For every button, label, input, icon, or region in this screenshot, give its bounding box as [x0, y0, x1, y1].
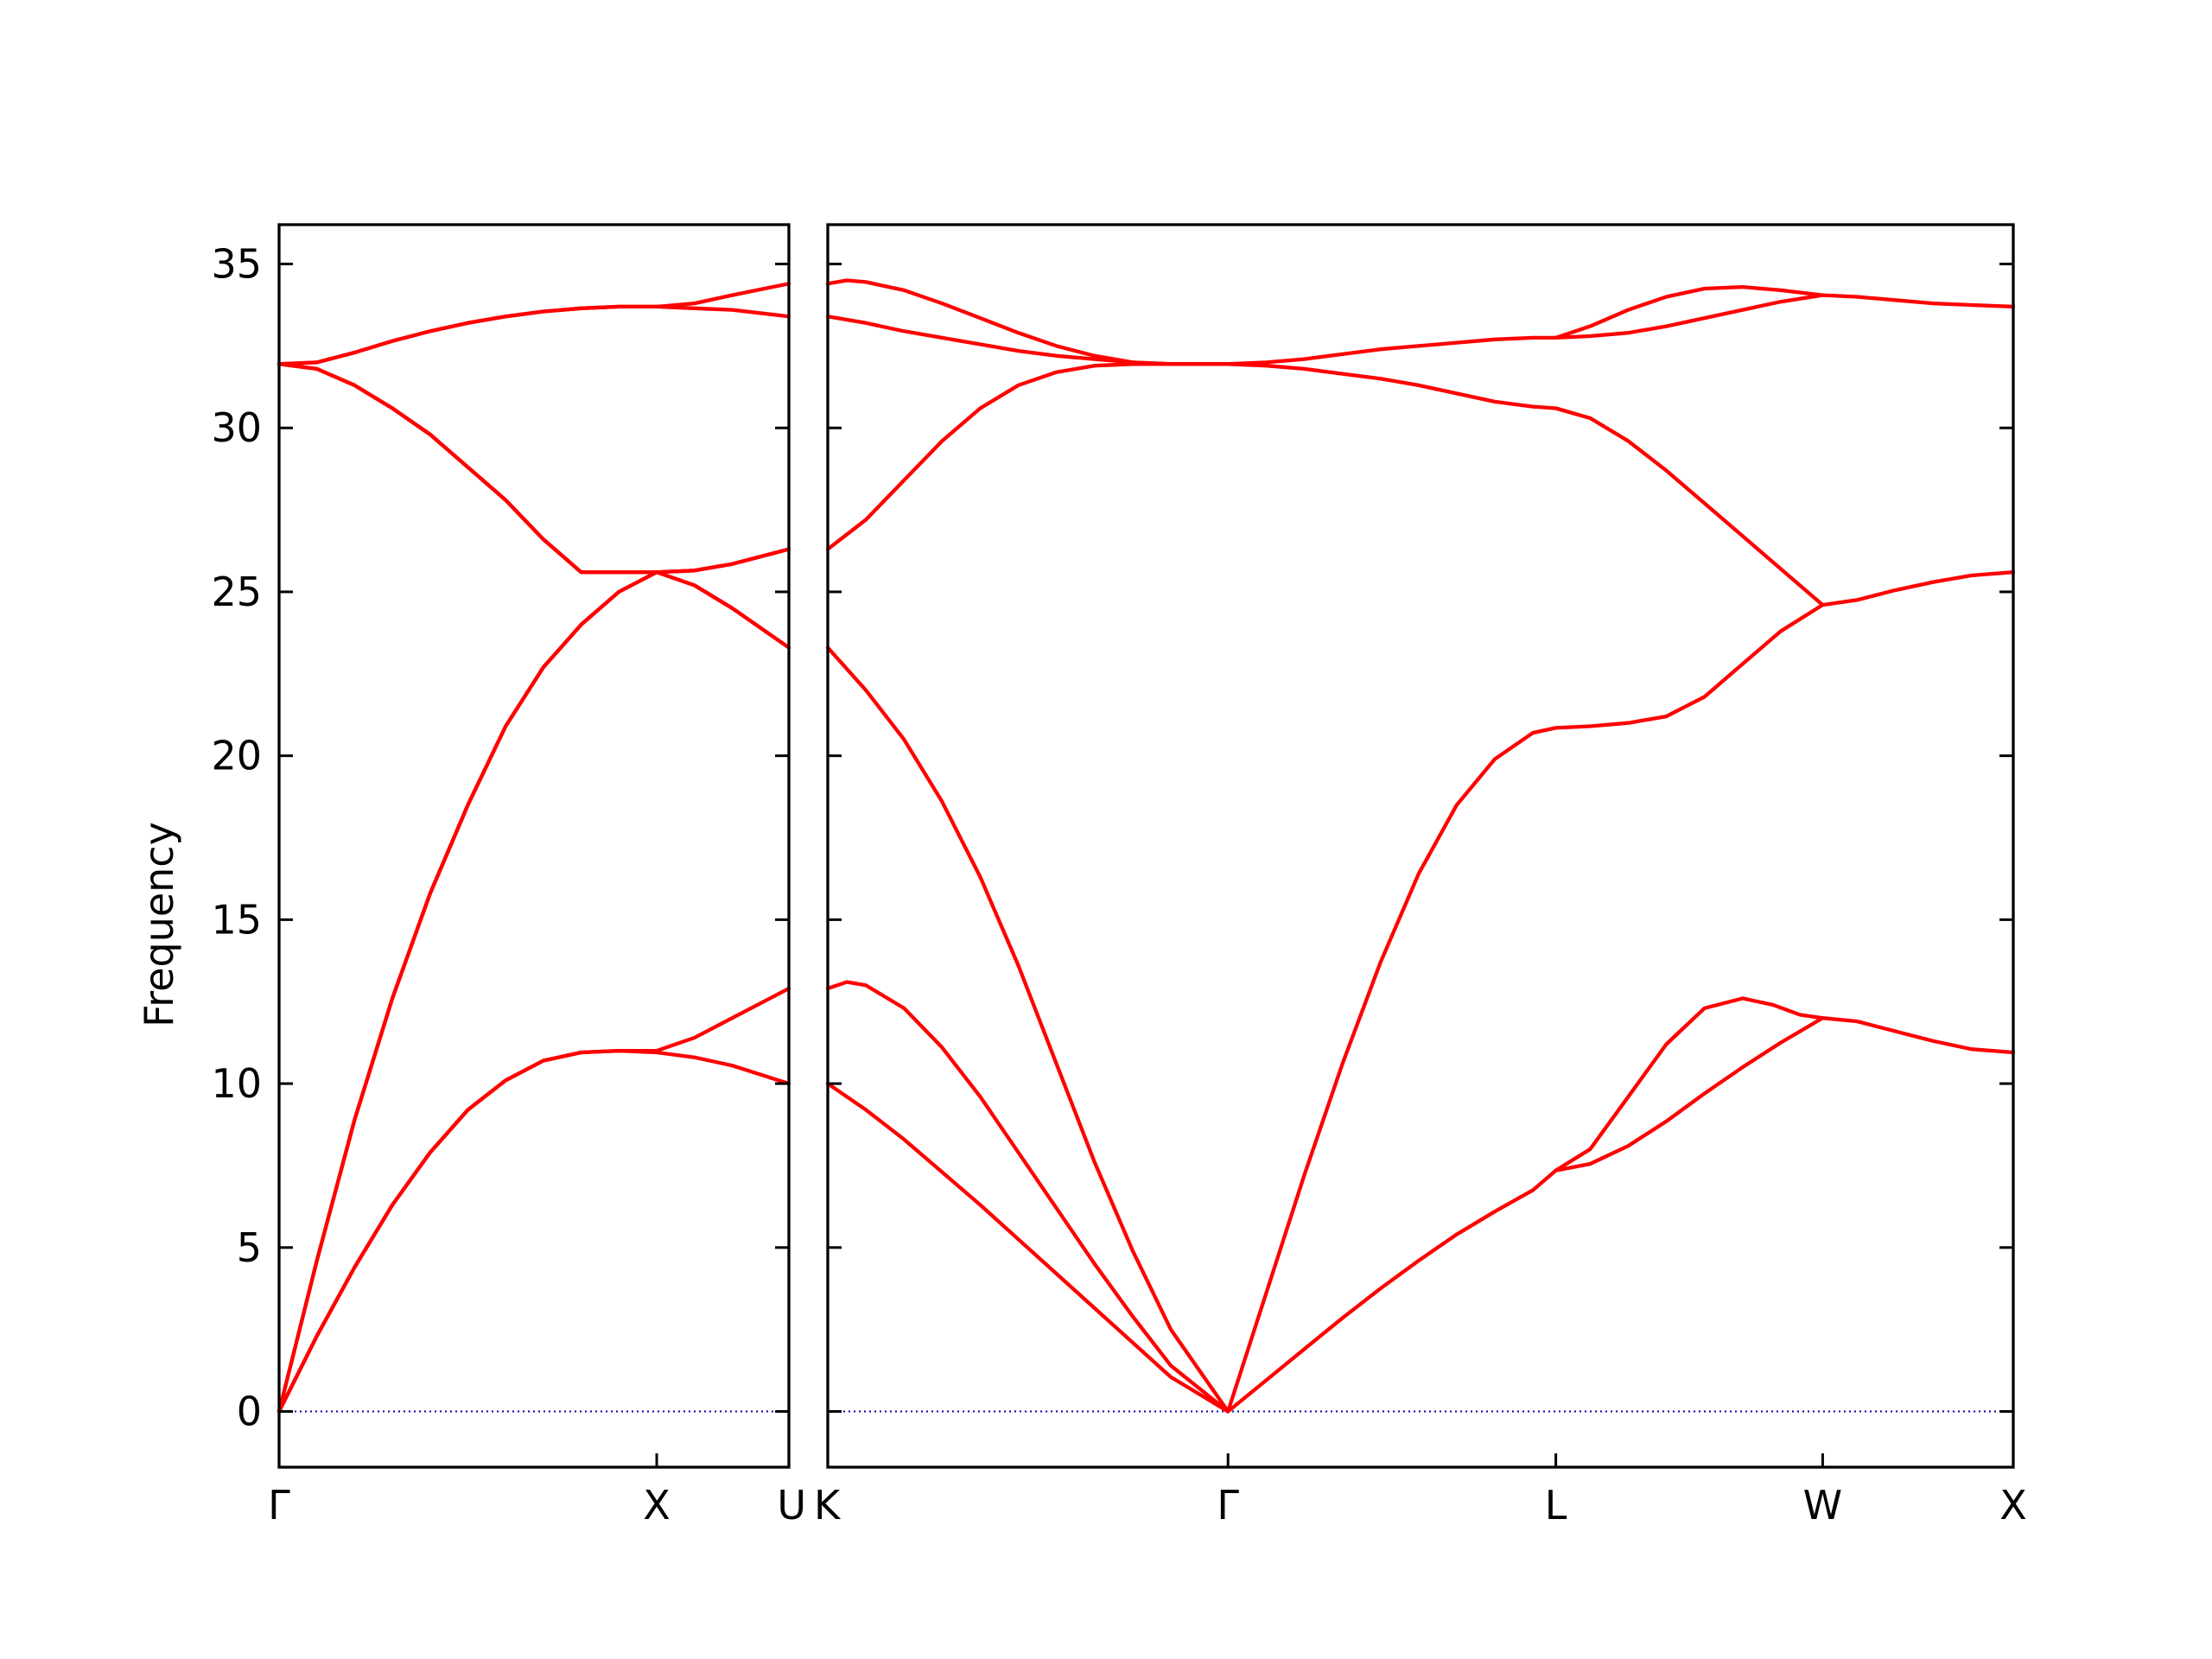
- band-line-0-5: [276, 362, 791, 650]
- band-line-1-12: [1554, 602, 1825, 730]
- x-tick-label: L: [1545, 1482, 1567, 1529]
- band-line-1-10: [1554, 1016, 1825, 1173]
- x-tick-label: W: [1803, 1482, 1842, 1529]
- x-tick-label: Γ: [1217, 1482, 1239, 1529]
- band-line-1-15: [1554, 284, 1825, 340]
- band-line-1-0: [825, 1081, 1230, 1414]
- x-tick-label: U: [777, 1482, 806, 1529]
- panel-frame: [826, 223, 2015, 1469]
- x-tick-label: Γ: [268, 1482, 290, 1529]
- y-tick-label: 35: [211, 241, 262, 288]
- band-line-0-1: [276, 986, 791, 1414]
- band-line-1-16: [1821, 1016, 2016, 1055]
- band-line-1-7: [1226, 726, 1558, 1414]
- band-line-0-3: [276, 547, 791, 1414]
- y-tick-label: 25: [211, 569, 262, 615]
- y-tick-label: 30: [211, 404, 262, 451]
- y-tick-label: 20: [211, 733, 262, 779]
- y-tick-label: 15: [211, 896, 262, 943]
- panel-frame: [277, 223, 791, 1469]
- x-tick-label: K: [814, 1482, 842, 1529]
- band-line-1-5: [825, 278, 1230, 366]
- y-tick-label: 5: [237, 1224, 262, 1271]
- y-axis-title: Frequency: [136, 822, 182, 1027]
- band-line-1-14: [1554, 293, 1825, 340]
- band-line-0-0: [276, 1048, 791, 1414]
- band-line-1-8: [1226, 362, 1558, 410]
- band-line-1-9: [1226, 335, 1558, 366]
- y-tick-label: 10: [211, 1060, 262, 1107]
- band-line-1-1: [825, 980, 1230, 1414]
- x-tick-label: X: [1999, 1482, 2027, 1529]
- y-tick-label: 0: [237, 1388, 262, 1434]
- band-line-1-17: [1821, 570, 2016, 607]
- band-line-1-2: [825, 645, 1230, 1414]
- band-line-1-13: [1554, 406, 1825, 607]
- band-line-0-4: [276, 362, 791, 575]
- band-line-1-11: [1554, 996, 1825, 1173]
- band-line-1-4: [825, 315, 1230, 366]
- x-tick-label: X: [643, 1482, 671, 1529]
- band-line-1-6: [1226, 1168, 1558, 1414]
- band-line-1-18: [1821, 293, 2016, 309]
- band-line-1-3: [825, 362, 1230, 551]
- band-line-0-7: [276, 282, 791, 366]
- band-line-0-6: [276, 304, 791, 366]
- left-panel: 0 5 10 15 20 25 30 35 Γ X U: [211, 223, 806, 1529]
- band-line-0-2: [276, 570, 791, 1414]
